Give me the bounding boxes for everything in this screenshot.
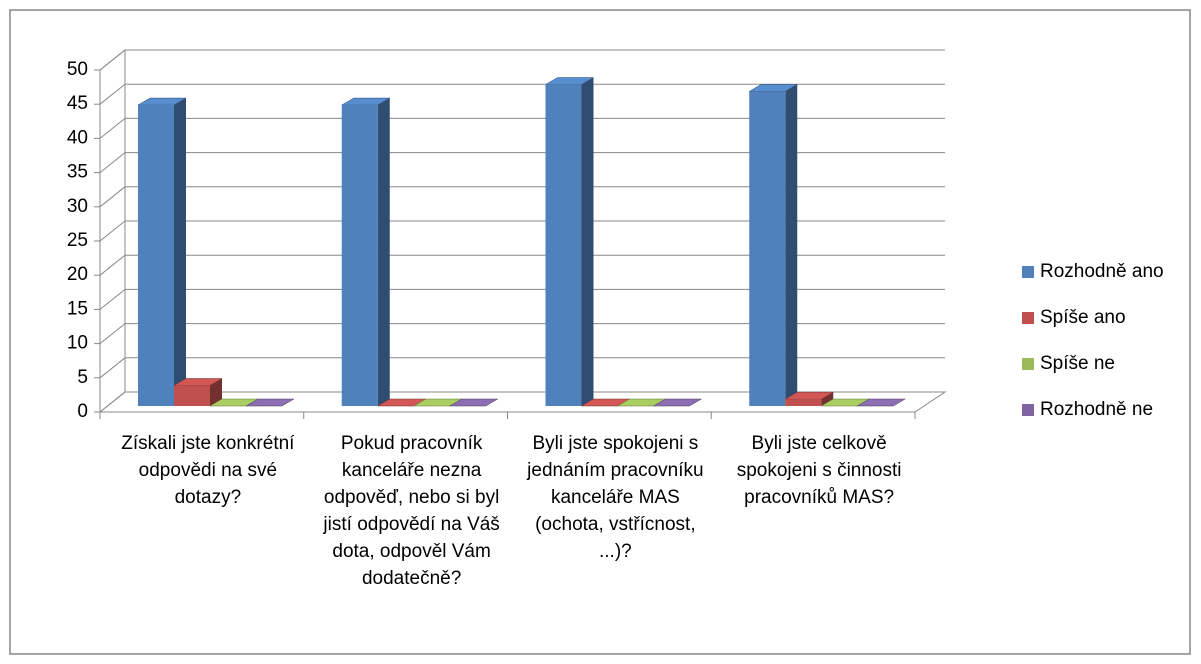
bar-front xyxy=(174,385,210,406)
legend-swatch xyxy=(1022,266,1034,278)
bar xyxy=(652,398,703,407)
legend-swatch xyxy=(1022,358,1034,370)
bar-side xyxy=(821,392,834,406)
legend-label: Spíše ano xyxy=(1040,307,1126,328)
legend-label: Rozhodně ne xyxy=(1040,399,1153,420)
bar-side xyxy=(785,84,798,407)
chart-frame xyxy=(9,9,1191,655)
bar-front xyxy=(341,105,378,406)
grid-line xyxy=(99,288,945,310)
bar xyxy=(137,97,187,406)
grid-line xyxy=(99,49,945,71)
y-tick-label: 40 xyxy=(67,127,88,148)
grid-line xyxy=(99,117,945,139)
bar xyxy=(245,398,295,407)
legend-swatch xyxy=(1022,312,1034,324)
grid-line xyxy=(99,323,945,344)
bar-front xyxy=(785,399,822,406)
bar xyxy=(856,398,907,407)
bar xyxy=(448,398,499,407)
grid-line xyxy=(99,391,945,413)
bar-front xyxy=(749,91,786,407)
legend-label: Spíše ne xyxy=(1040,353,1115,374)
bar xyxy=(173,378,223,406)
y-tick-label: 0 xyxy=(77,401,88,422)
grid-line xyxy=(99,254,945,276)
grid-line xyxy=(99,186,945,208)
bar-side xyxy=(174,98,186,406)
y-tick-label: 10 xyxy=(67,333,88,354)
y-tick-label: 35 xyxy=(67,162,88,183)
y-tick-label: 20 xyxy=(67,264,88,285)
bar xyxy=(748,84,799,407)
y-tick-label: 45 xyxy=(67,93,88,114)
y-tick-label: 15 xyxy=(67,298,88,319)
y-tick-label: 50 xyxy=(67,59,88,80)
bar-front xyxy=(138,105,174,406)
x-tick-label: Získali jste konkrétní odpovědi na své d… xyxy=(121,433,295,508)
bar-side xyxy=(581,77,594,407)
y-tick-label: 25 xyxy=(67,230,88,251)
y-tick-label: 5 xyxy=(77,367,88,388)
bar xyxy=(784,391,835,406)
x-tick-label: Byli jste celkově spokojeni s činnosti p… xyxy=(736,433,902,508)
y-tick-label: 30 xyxy=(67,196,88,217)
grid-line xyxy=(99,220,945,242)
x-tick-label: Byli jste spokojeni s jednáním pracovník… xyxy=(527,433,704,562)
x-tick-label: Pokud pracovník kanceláře nezna odpověď,… xyxy=(323,433,500,589)
legend-swatch xyxy=(1022,404,1034,416)
bar-side xyxy=(210,378,222,406)
grid-line xyxy=(99,152,945,173)
legend-label: Rozhodně ano xyxy=(1040,261,1164,282)
bar xyxy=(340,97,391,406)
grid-line xyxy=(99,357,945,379)
grid-line xyxy=(99,83,945,105)
bar-front xyxy=(545,84,582,407)
bar xyxy=(544,77,595,407)
bar-side xyxy=(377,98,390,406)
